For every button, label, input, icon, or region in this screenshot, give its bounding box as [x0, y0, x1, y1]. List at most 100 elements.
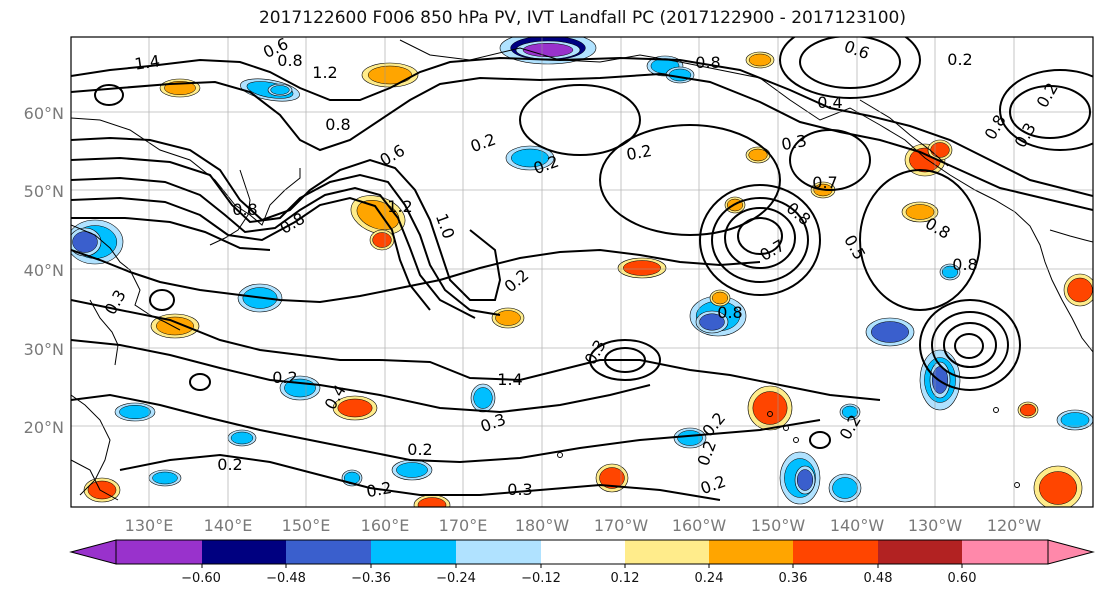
coastline: [89, 299, 119, 366]
pv-anomaly-patch: [794, 465, 816, 495]
colorbar-segment: [116, 540, 202, 564]
ivt-contour-line: [779, 37, 922, 99]
colorbar-segment: [793, 540, 878, 564]
lon-label-140w: 140°W: [829, 516, 885, 535]
graticule: [71, 37, 1093, 507]
ivt-contour-line: [789, 129, 872, 191]
colorbar-tick-label: −0.60: [181, 571, 221, 586]
contour-label: 0.2: [365, 478, 393, 501]
pv-anomaly-patch: [71, 227, 102, 257]
ivt-contour-line: [71, 176, 476, 319]
island-outline: [793, 437, 799, 443]
lat-label-20n: 20°N: [23, 418, 64, 437]
colorbar-tick-label: 0.12: [610, 571, 640, 586]
colorbar-tick-label: −0.24: [436, 571, 476, 586]
lon-label-180w: 180°W: [514, 516, 570, 535]
pv-anomaly-patch: [745, 146, 771, 164]
colorbar-segment: [625, 540, 709, 564]
ivt-contour-line: [809, 431, 832, 449]
ivt-contour-line: [699, 184, 822, 296]
contour-label: 0.2: [407, 440, 432, 459]
ivt-contour-line: [71, 393, 821, 464]
map-background: [71, 37, 1093, 507]
pv-anomaly-patch: [617, 257, 667, 279]
ivt-contour-line: [724, 207, 797, 269]
contour-label: 0.4: [817, 93, 842, 112]
contour-label: 0.8: [232, 200, 257, 219]
pv-anomaly-patch: [865, 317, 915, 347]
colorbar-segment: [709, 540, 793, 564]
pv-anomaly-patch: [227, 429, 257, 447]
ivt-contour-line: [599, 124, 782, 236]
colorbar-segment: [456, 540, 541, 564]
lon-label-170e: 170°E: [438, 516, 488, 535]
pv-anomaly-patch: [901, 201, 939, 223]
pv-anomaly-patch: [1063, 273, 1093, 307]
ivt-contour-line: [799, 37, 902, 89]
colorbar-tick-label: −0.48: [266, 571, 306, 586]
pv-anomaly-patch: [413, 494, 451, 507]
pv-anomaly-patch: [695, 310, 729, 334]
pv-anomaly-patch: [747, 385, 793, 431]
ivt-contour-line: [71, 156, 501, 316]
ivt-contour-line: [71, 248, 761, 304]
contour-label: 1.2: [312, 63, 337, 82]
colorbar-tick-label: −0.36: [351, 571, 391, 586]
colorbar-segment: [878, 540, 962, 564]
colorbar-under-arrow: [69, 539, 117, 565]
ivt-contours: [71, 37, 1093, 501]
pv-anomaly-patch: [391, 459, 433, 481]
pv-anomaly-patch: [361, 62, 419, 88]
contour-label: 1.2: [387, 197, 412, 216]
pv-anomaly-patch: [1056, 409, 1093, 431]
lat-label-50n: 50°N: [23, 182, 64, 201]
coastline: [1049, 229, 1093, 243]
ivt-contour-line: [931, 311, 1010, 379]
lat-label-30n: 30°N: [23, 340, 64, 359]
contour-label: 0.8: [717, 303, 742, 322]
colorbar-segment: [371, 540, 456, 564]
pv-anomaly-patch: [1017, 401, 1039, 419]
contour-label: 0.2: [217, 455, 242, 474]
ivt-contour-line: [919, 299, 1022, 391]
colorbar-segment: [202, 540, 286, 564]
ivt-contour-line: [71, 196, 431, 311]
contour-label: 0.3: [780, 131, 808, 154]
colorbar-tick-label: 0.60: [947, 571, 977, 586]
lon-label-160w: 160°W: [671, 516, 727, 535]
contour-label: 0.3: [507, 480, 532, 499]
contour-label: 0.8: [695, 53, 720, 72]
lon-label-140e: 140°E: [203, 516, 253, 535]
coastline: [209, 169, 251, 246]
ivt-contour-line: [71, 56, 1093, 197]
lon-label-150e: 150°E: [281, 516, 331, 535]
colorbar-tick-label: 0.24: [694, 571, 724, 586]
ivt-contour-line: [94, 84, 125, 106]
colorbar-outline: [115, 539, 1049, 565]
pv-anomaly-patch: [745, 51, 775, 69]
ivt-contour-line: [859, 169, 982, 311]
map-title: 2017122600 F006 850 hPa PV, IVT Landfall…: [258, 8, 906, 28]
coastline: [1014, 211, 1093, 353]
contour-label: 0.2: [272, 368, 297, 387]
pv-anomaly-patch: [332, 395, 378, 421]
pv-anomaly-patch: [159, 78, 201, 98]
island-outline: [1014, 482, 1020, 488]
pv-anomaly-patch: [1033, 465, 1083, 507]
pv-anomaly-shading: [71, 37, 1093, 507]
colorbar-segment: [962, 540, 1048, 564]
lon-label-130w: 130°W: [907, 516, 963, 535]
pv-anomaly-patch: [839, 403, 861, 421]
colorbar-over-arrow: [1047, 539, 1095, 565]
ivt-contour-line: [71, 72, 1093, 211]
ivt-contour-line: [943, 322, 998, 368]
pv-anomaly-patch: [673, 427, 707, 449]
pv-anomaly-patch: [828, 473, 862, 503]
ivt-contour-line: [999, 69, 1093, 151]
map-frame: [70, 36, 1094, 508]
island-outline: [557, 452, 563, 458]
contour-label: 0.2: [625, 141, 653, 164]
colorbar-tick-label: 0.48: [863, 571, 893, 586]
contour-label: 0.7: [812, 173, 837, 192]
